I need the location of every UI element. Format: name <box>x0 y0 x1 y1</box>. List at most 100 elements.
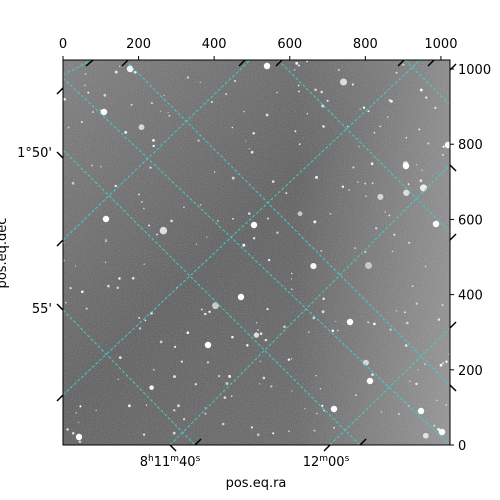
star <box>402 63 405 66</box>
star <box>347 125 349 128</box>
celestial-tick-mark <box>397 59 405 67</box>
star <box>290 278 293 280</box>
star <box>321 404 324 407</box>
star <box>138 327 142 330</box>
top-axis-ticks: 0 200 400 600 800 1000 <box>59 37 457 60</box>
star <box>415 382 418 386</box>
star <box>248 148 250 150</box>
dec-tick-label-1: 1°50' <box>17 146 52 161</box>
star <box>100 165 102 168</box>
star <box>291 272 293 275</box>
star <box>131 276 135 280</box>
star <box>411 285 414 288</box>
star <box>434 106 437 110</box>
star <box>69 286 72 290</box>
star <box>291 390 293 392</box>
ra-tick-label-2: 12m00s <box>303 454 350 470</box>
star <box>204 312 207 316</box>
star <box>445 404 448 406</box>
star <box>326 99 329 102</box>
celestial-tick-mark <box>449 63 457 71</box>
star <box>283 325 286 329</box>
star <box>252 132 255 135</box>
star <box>298 90 300 93</box>
grid-line <box>63 309 196 445</box>
star <box>404 344 408 347</box>
celestial-tick-mark <box>359 438 367 446</box>
grid-line <box>277 60 450 233</box>
star <box>264 338 268 342</box>
star <box>142 433 146 436</box>
star <box>294 130 297 133</box>
star <box>250 426 253 429</box>
star <box>231 176 235 180</box>
star <box>304 408 306 410</box>
star <box>168 114 171 117</box>
celestial-tick-mark <box>449 321 457 329</box>
star <box>321 310 325 314</box>
star <box>377 193 384 200</box>
star <box>315 175 318 179</box>
top-tick-label: 400 <box>202 37 227 52</box>
star <box>92 111 94 113</box>
star <box>140 200 143 204</box>
star <box>424 363 426 365</box>
star <box>65 301 67 304</box>
bright-star <box>237 293 245 301</box>
star <box>370 162 374 166</box>
right-tick-label: 1000 <box>458 63 491 78</box>
celestial-tick-mark <box>449 233 457 241</box>
star <box>143 263 145 265</box>
star <box>245 140 247 142</box>
star <box>243 110 245 113</box>
star <box>152 368 155 371</box>
star <box>427 142 430 145</box>
star <box>437 427 439 430</box>
star <box>319 388 322 390</box>
star <box>231 126 234 129</box>
star <box>114 70 118 74</box>
star <box>105 239 107 241</box>
star <box>265 113 269 117</box>
star <box>288 430 290 433</box>
celestial-tick-mark <box>121 59 129 67</box>
star <box>103 93 107 97</box>
star <box>416 164 418 166</box>
star <box>293 69 296 71</box>
star <box>208 310 211 313</box>
star <box>223 396 227 399</box>
star <box>379 125 382 128</box>
star <box>266 307 269 311</box>
celestial-tick-mark <box>449 164 457 172</box>
star <box>270 385 273 388</box>
star <box>255 322 258 324</box>
star <box>417 369 419 371</box>
star <box>206 361 210 364</box>
star <box>373 322 376 326</box>
star <box>234 80 236 82</box>
star <box>199 204 202 206</box>
star <box>71 181 75 185</box>
star <box>253 332 260 338</box>
bright-star <box>417 407 425 415</box>
star <box>114 184 117 188</box>
star <box>256 433 260 436</box>
star <box>84 73 87 75</box>
star <box>295 61 299 65</box>
star <box>225 93 228 96</box>
star <box>87 91 90 94</box>
star <box>258 383 261 385</box>
star <box>405 321 409 325</box>
celestial-tick-mark <box>56 151 64 159</box>
star <box>357 181 359 183</box>
grid-line <box>63 60 421 396</box>
star <box>354 247 357 250</box>
star <box>380 411 383 413</box>
star <box>259 360 262 362</box>
celestial-tick-mark <box>56 303 64 311</box>
star <box>186 76 190 79</box>
top-tick-label: 800 <box>353 37 378 52</box>
star <box>358 146 360 148</box>
y-axis-label: pos.eq.dec <box>0 218 10 289</box>
